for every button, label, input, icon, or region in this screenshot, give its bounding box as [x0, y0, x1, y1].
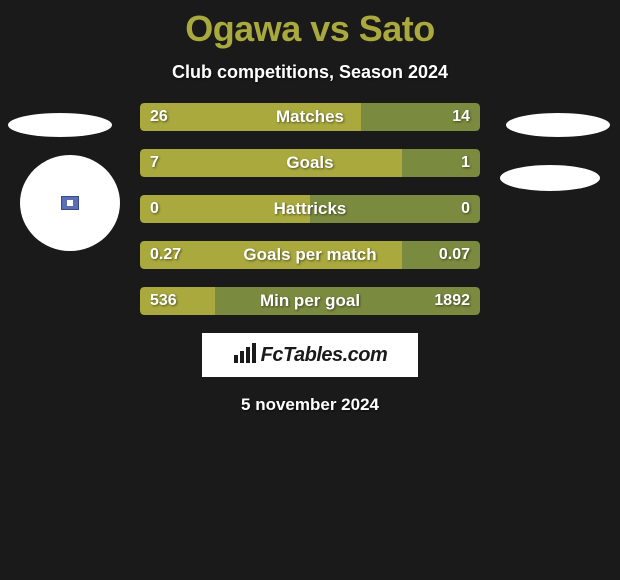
- player-right-ellipse-top: [506, 113, 610, 137]
- stat-row-hattricks: 0 Hattricks 0: [140, 195, 480, 223]
- stat-row-matches: 26 Matches 14: [140, 103, 480, 131]
- stat-right-value: 1892: [434, 287, 470, 315]
- date-text: 5 november 2024: [140, 395, 480, 415]
- stat-bars-container: 26 Matches 14 7 Goals 1 0 Hattricks 0 0.…: [140, 103, 480, 415]
- player-left-circle: [20, 155, 120, 251]
- logo-box[interactable]: FcTables.com: [202, 333, 418, 377]
- stat-row-min-per-goal: 536 Min per goal 1892: [140, 287, 480, 315]
- stat-label: Hattricks: [140, 195, 480, 223]
- stat-right-value: 1: [461, 149, 470, 177]
- stat-right-value: 14: [452, 103, 470, 131]
- comparison-subtitle: Club competitions, Season 2024: [0, 62, 620, 83]
- stat-right-value: 0.07: [439, 241, 470, 269]
- stat-right-value: 0: [461, 195, 470, 223]
- stat-label: Goals: [140, 149, 480, 177]
- player-right-ellipse-mid: [500, 165, 600, 191]
- player-left-ellipse-top: [8, 113, 112, 137]
- stat-label: Min per goal: [140, 287, 480, 315]
- stat-row-goals: 7 Goals 1: [140, 149, 480, 177]
- stat-label: Goals per match: [140, 241, 480, 269]
- club-badge-icon: [61, 196, 79, 210]
- logo-text: FcTables.com: [261, 344, 388, 367]
- stat-label: Matches: [140, 103, 480, 131]
- bars-icon: [233, 343, 257, 368]
- comparison-title: Ogawa vs Sato: [0, 0, 620, 50]
- stat-row-goals-per-match: 0.27 Goals per match 0.07: [140, 241, 480, 269]
